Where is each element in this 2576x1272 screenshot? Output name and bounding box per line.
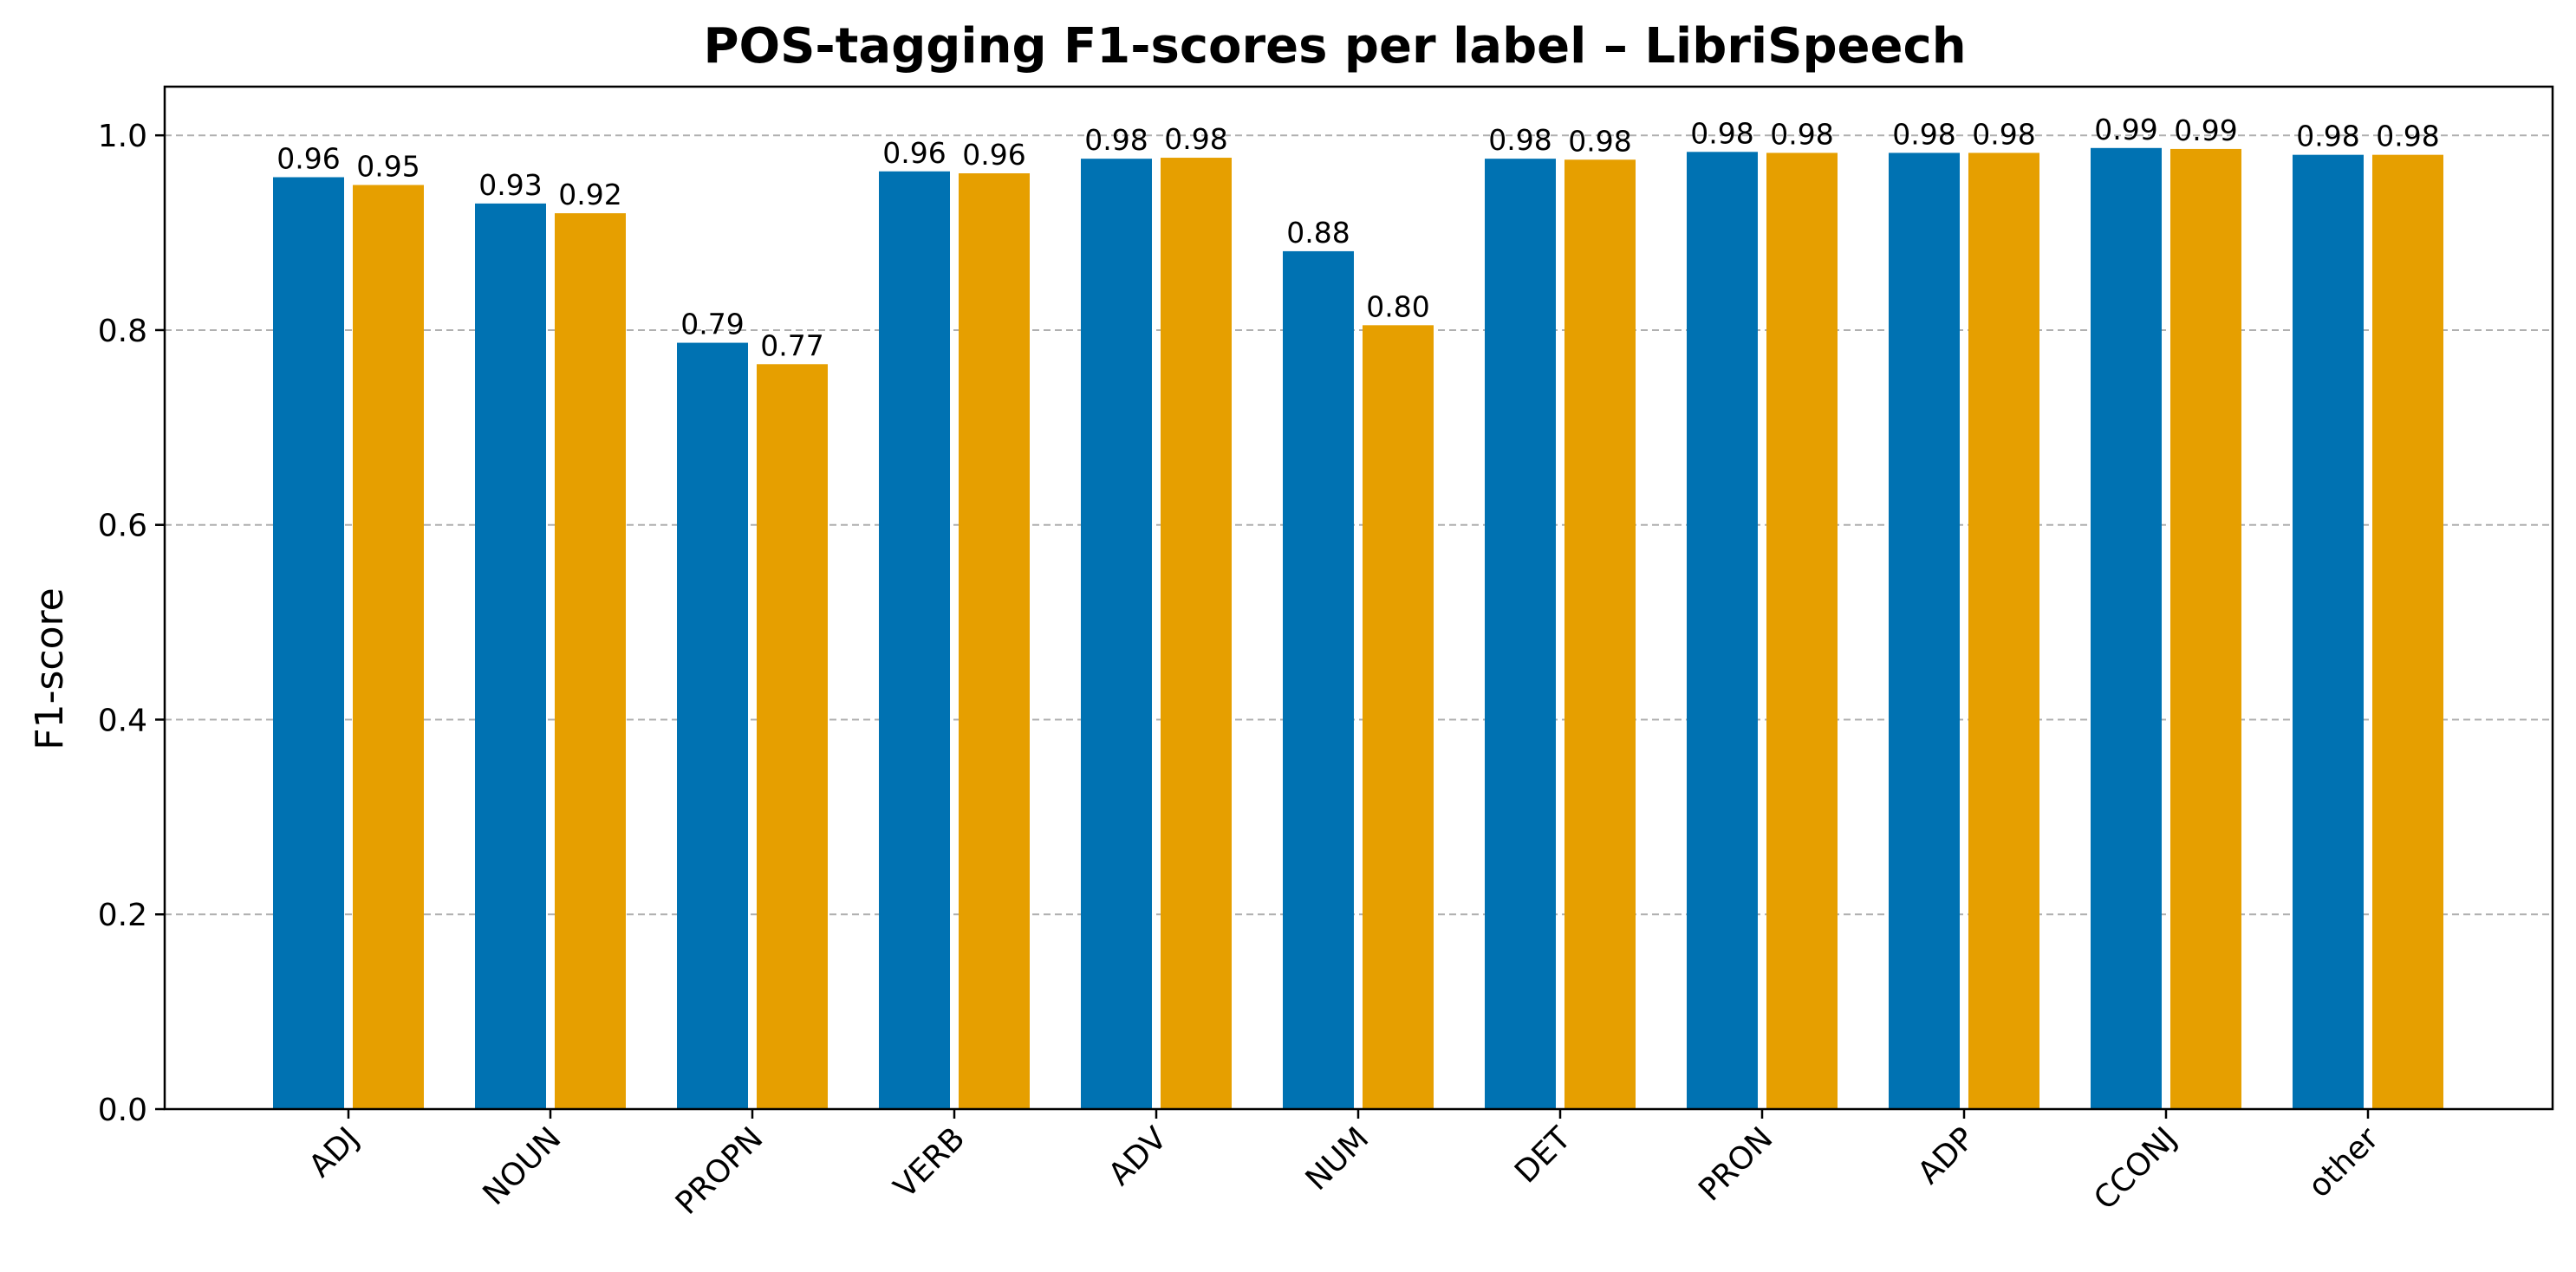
data-label: 0.98 <box>1892 117 1955 151</box>
data-label: 0.98 <box>1568 124 1631 158</box>
data-label: 0.96 <box>882 136 946 170</box>
data-label: 0.95 <box>356 150 420 184</box>
bar <box>959 173 1030 1109</box>
y-axis-label: F1-score <box>28 587 72 750</box>
bar <box>757 364 828 1109</box>
bar <box>1687 152 1758 1109</box>
bar <box>1081 159 1152 1110</box>
chart-title: POS-tagging F1-scores per label – LibriS… <box>703 18 1966 75</box>
y-tick-label: 0.4 <box>98 703 147 738</box>
data-label: 0.98 <box>1770 117 1833 151</box>
data-label: 0.99 <box>2174 114 2237 147</box>
data-label: 0.79 <box>680 308 744 341</box>
y-tick-label: 0.6 <box>98 509 147 544</box>
bar <box>353 185 424 1109</box>
bar <box>1766 153 1838 1109</box>
bar <box>555 213 626 1110</box>
bar <box>273 177 344 1109</box>
data-label: 0.98 <box>2376 120 2439 153</box>
data-labels: 0.96 0.93 0.79 0.96 0.98 0.88 0.98 0.98 0.98 0.99… <box>276 113 2439 362</box>
bar <box>1485 159 1556 1110</box>
data-label: 0.88 <box>1286 216 1350 250</box>
data-label: 0.77 <box>760 328 823 362</box>
bars <box>273 147 2443 1110</box>
bar <box>1564 159 1636 1109</box>
data-label: 0.98 <box>1690 116 1753 150</box>
data-label: 0.99 <box>2094 113 2157 146</box>
y-tick-label: 1.0 <box>98 119 147 154</box>
data-label: 0.92 <box>558 178 621 211</box>
data-label: 0.98 <box>1164 122 1227 156</box>
data-label: 0.98 <box>1488 123 1551 157</box>
bar <box>1889 153 1960 1109</box>
bar <box>1161 158 1232 1110</box>
data-label: 0.98 <box>1084 123 1148 157</box>
data-label: 0.98 <box>1972 117 2035 151</box>
bar <box>475 203 546 1109</box>
bar <box>879 171 950 1109</box>
y-tick-label: 0.8 <box>98 314 147 349</box>
y-tick-label: 0.2 <box>98 898 147 933</box>
y-tick-label: 0.0 <box>98 1093 147 1128</box>
bar <box>1283 250 1354 1109</box>
data-label: 0.96 <box>962 138 1025 172</box>
bar <box>2372 154 2443 1110</box>
data-label: 0.98 <box>2296 120 2359 153</box>
bar <box>2091 147 2162 1109</box>
data-label: 0.93 <box>478 168 542 202</box>
data-label: 0.96 <box>276 142 340 176</box>
bar <box>2293 154 2364 1110</box>
bar <box>1968 153 2039 1109</box>
bar <box>677 342 748 1109</box>
bar <box>1363 325 1434 1109</box>
plot-frame <box>163 85 2554 1111</box>
bar <box>2170 148 2241 1109</box>
data-label: 0.80 <box>1366 289 1429 323</box>
